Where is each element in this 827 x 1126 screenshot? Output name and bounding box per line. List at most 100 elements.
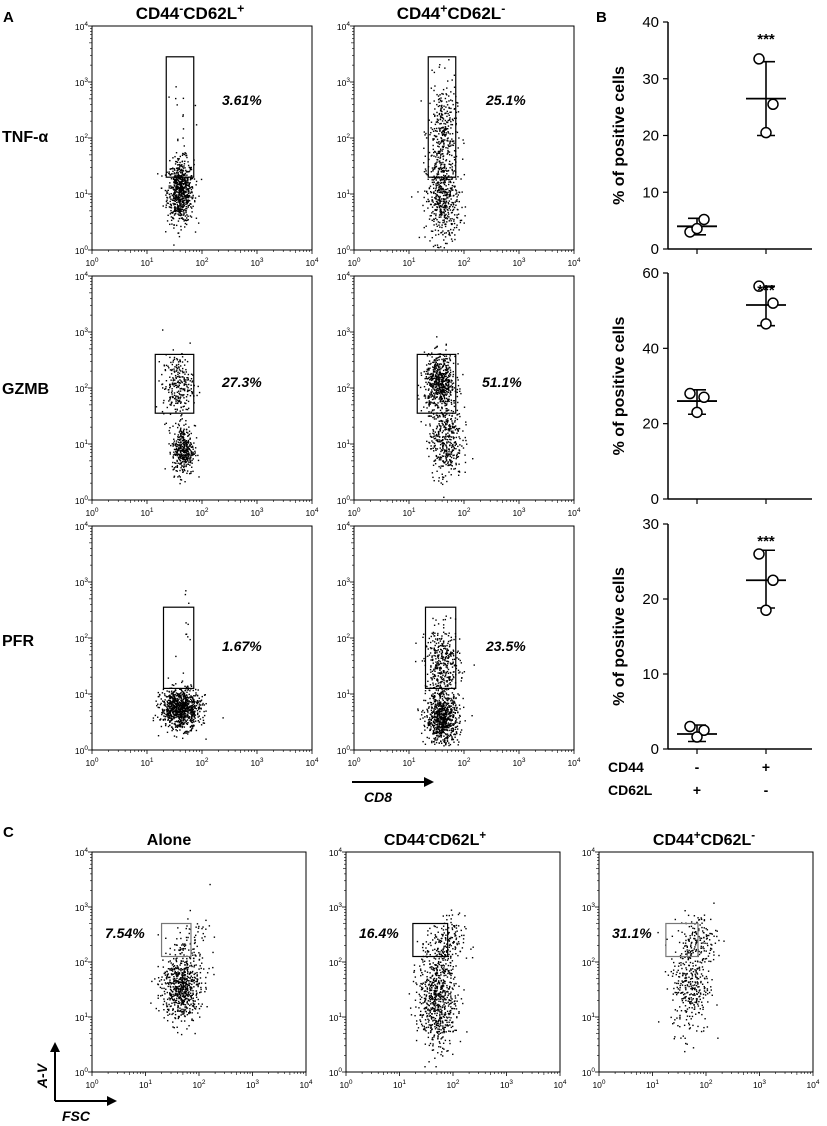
event-dot	[177, 213, 179, 215]
event-dot	[173, 184, 175, 186]
gate-percentage: 27.3%	[221, 374, 262, 390]
event-dot	[425, 402, 427, 404]
event-dot	[173, 404, 175, 407]
event-dot	[447, 640, 450, 643]
event-dot	[168, 429, 170, 432]
event-dot	[175, 398, 177, 401]
event-dot	[429, 373, 431, 376]
event-dot	[422, 709, 424, 712]
event-dot	[188, 182, 190, 185]
event-dot	[185, 203, 187, 206]
event-dot	[431, 711, 433, 714]
event-dot	[173, 704, 175, 707]
event-dot	[179, 434, 182, 436]
event-dot	[435, 162, 437, 164]
event-dot	[179, 704, 182, 706]
gate-rectangle	[154, 353, 195, 414]
event-dot	[444, 715, 447, 718]
event-dot	[191, 706, 194, 709]
event-dot	[440, 708, 443, 710]
event-dot	[452, 388, 454, 391]
event-dot	[175, 152, 178, 154]
event-dot	[432, 741, 435, 743]
event-dot	[177, 196, 179, 199]
y-tick-label: 102	[337, 633, 350, 644]
event-dot	[183, 441, 186, 444]
event-dot	[417, 384, 420, 387]
event-dot	[447, 137, 449, 139]
event-dot	[168, 193, 171, 196]
event-dot	[449, 117, 451, 119]
panel-label-b: B	[596, 9, 607, 26]
event-dot	[441, 133, 444, 135]
event-dot	[172, 700, 174, 703]
event-dot	[176, 187, 179, 189]
event-dot	[183, 698, 185, 700]
event-dot	[193, 716, 195, 718]
event-dot	[431, 740, 433, 742]
event-dot	[194, 700, 196, 703]
event-dot	[178, 214, 180, 216]
event-dot	[158, 695, 160, 698]
event-dot	[443, 165, 446, 167]
event-dot	[202, 722, 205, 724]
event-dot	[168, 716, 170, 718]
event-dot	[176, 454, 178, 457]
event-dot	[429, 394, 432, 396]
event-dot	[441, 726, 443, 729]
event-dot	[433, 71, 436, 74]
event-dot	[430, 671, 432, 673]
event-dot	[427, 198, 429, 201]
event-dot	[176, 702, 179, 704]
event-dot	[431, 706, 433, 709]
event-dot	[428, 388, 430, 390]
event-dot	[187, 171, 190, 173]
event-dot	[186, 708, 189, 710]
event-dot	[435, 374, 437, 376]
event-dot	[191, 462, 193, 464]
event-dot	[446, 215, 449, 217]
event-dot	[178, 457, 180, 459]
event-dot	[452, 181, 455, 184]
event-dot	[435, 380, 437, 383]
event-dot	[181, 726, 183, 729]
event-dot	[442, 373, 445, 376]
event-dot	[185, 152, 187, 155]
event-dot	[189, 709, 191, 712]
event-dot	[449, 733, 452, 736]
event-dot	[194, 425, 197, 427]
event-dot	[462, 447, 465, 449]
event-dot	[437, 377, 440, 379]
event-dot	[172, 445, 174, 447]
event-dot	[435, 379, 437, 382]
event-dot	[434, 123, 437, 126]
event-dot	[178, 454, 181, 456]
event-dot	[451, 79, 453, 81]
event-dot	[174, 433, 176, 435]
event-dot	[180, 706, 183, 709]
event-dot	[188, 426, 190, 428]
event-dot	[427, 363, 430, 365]
event-dot	[436, 194, 438, 197]
event-dot	[454, 419, 456, 422]
event-dot	[446, 438, 449, 441]
event-dot	[201, 704, 204, 706]
event-dot	[177, 179, 180, 182]
event-dot	[447, 211, 449, 214]
event-dot	[437, 727, 439, 729]
event-dot	[181, 716, 183, 718]
event-dot	[188, 456, 190, 459]
event-dot	[169, 386, 171, 389]
event-dot	[185, 198, 188, 200]
event-dot	[450, 734, 452, 737]
event-dot	[449, 444, 451, 447]
event-dot	[451, 240, 454, 242]
event-dot	[442, 709, 444, 712]
event-dot	[432, 416, 434, 419]
event-dot	[182, 698, 184, 701]
event-dot	[185, 686, 188, 689]
event-dot	[439, 130, 441, 132]
event-dot	[464, 215, 466, 217]
event-dot	[420, 420, 422, 423]
event-dot	[187, 704, 189, 706]
